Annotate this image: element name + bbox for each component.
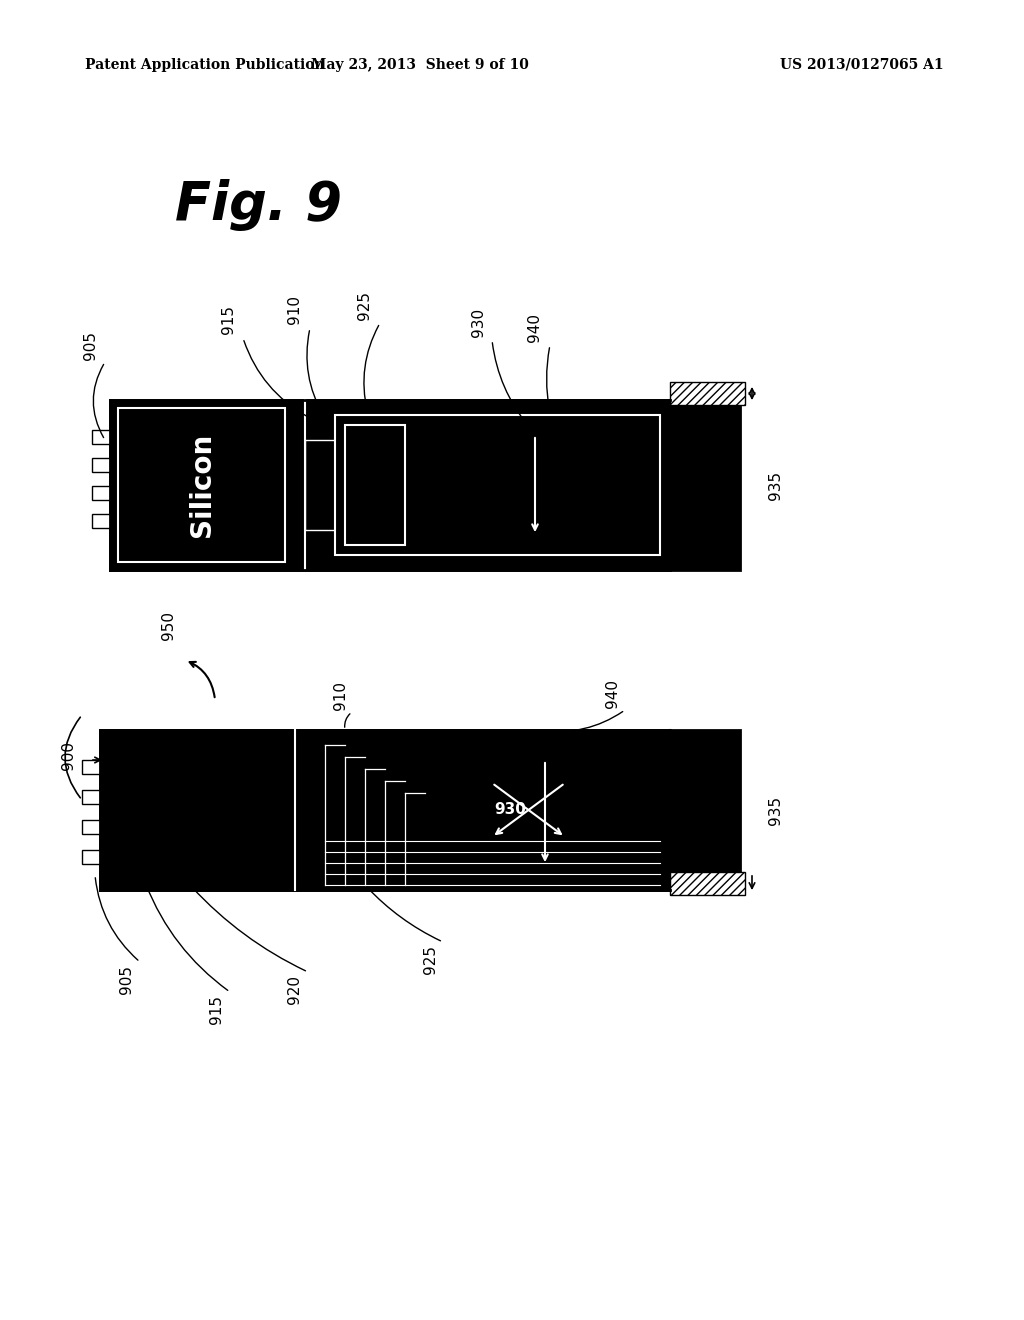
Text: US 2013/0127065 A1: US 2013/0127065 A1 <box>780 58 944 73</box>
Text: 925: 925 <box>423 945 437 974</box>
Bar <box>118 408 285 562</box>
Text: 910: 910 <box>333 681 347 710</box>
Bar <box>305 440 335 531</box>
Text: 925: 925 <box>357 290 373 319</box>
Bar <box>82 789 100 804</box>
Text: 900: 900 <box>60 741 76 770</box>
Bar <box>92 513 110 528</box>
Bar <box>345 425 406 545</box>
Bar <box>92 430 110 444</box>
Text: May 23, 2013  Sheet 9 of 10: May 23, 2013 Sheet 9 of 10 <box>311 58 529 73</box>
Text: Patent Application Publication: Patent Application Publication <box>85 58 325 73</box>
Text: 935: 935 <box>768 470 783 499</box>
Bar <box>82 820 100 834</box>
Text: 930: 930 <box>470 308 485 337</box>
Bar <box>92 458 110 473</box>
Bar <box>92 486 110 500</box>
Bar <box>335 414 660 554</box>
Bar <box>110 400 740 570</box>
Text: 940: 940 <box>605 678 621 708</box>
Text: 915: 915 <box>220 305 236 334</box>
Text: 930: 930 <box>494 803 526 817</box>
Text: Silicon: Silicon <box>187 433 215 537</box>
Bar <box>82 760 100 774</box>
Text: 950: 950 <box>161 610 175 639</box>
Text: Fig. 9: Fig. 9 <box>175 180 342 231</box>
Text: 910: 910 <box>288 296 302 325</box>
Text: 935: 935 <box>768 796 783 825</box>
Bar <box>82 850 100 865</box>
Bar <box>670 381 745 405</box>
Text: 920: 920 <box>288 975 302 1005</box>
Bar <box>100 730 740 890</box>
Text: 905: 905 <box>83 330 97 359</box>
Bar <box>670 873 745 895</box>
Text: 915: 915 <box>210 995 224 1024</box>
Text: 940: 940 <box>527 313 543 342</box>
Text: 905: 905 <box>120 965 134 994</box>
